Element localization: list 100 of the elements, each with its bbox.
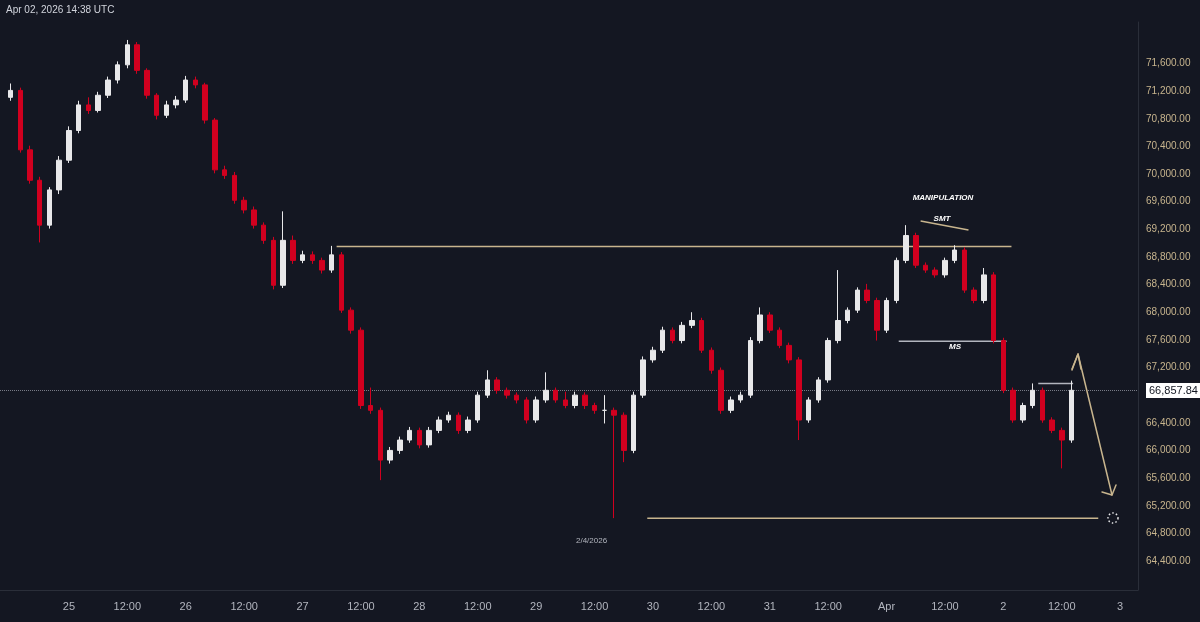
x-tick-label: 27 (296, 599, 309, 612)
candlestick (728, 396, 734, 414)
candlestick (738, 391, 743, 404)
candlestick (679, 321, 685, 344)
candlestick (650, 346, 656, 364)
candlestick (524, 396, 529, 424)
candlestick (806, 396, 811, 424)
candlestick (95, 91, 101, 114)
candlestick (456, 411, 461, 435)
candlestick (56, 155, 62, 195)
candlestick (134, 41, 140, 75)
candlestick (825, 337, 831, 384)
candlestick (942, 257, 948, 279)
candlestick (504, 387, 510, 400)
candlestick (319, 257, 325, 275)
candlestick (475, 391, 480, 424)
candlestick (1010, 387, 1016, 424)
candlestick (835, 269, 841, 344)
y-tick-label: 65,600.00 (1146, 471, 1191, 483)
candlestick (884, 297, 889, 334)
candlestick (426, 426, 432, 449)
candlestick (407, 426, 412, 444)
candlestick (202, 82, 208, 125)
candlestick (855, 286, 860, 314)
candlestick (1020, 402, 1026, 424)
candlestick (348, 306, 354, 335)
x-tick-label: 25 (62, 599, 76, 612)
candlestick (913, 232, 919, 269)
y-tick-label: 64,400.00 (1146, 554, 1191, 566)
candlestick (777, 326, 782, 349)
annotation: SMT (933, 213, 951, 223)
candlestick (358, 326, 364, 410)
annotation: MANIPULATION (912, 192, 974, 202)
y-tick-label: 64,800.00 (1146, 527, 1191, 539)
y-tick-label: 67,200.00 (1146, 361, 1191, 373)
candlestick (514, 391, 519, 404)
candlestick (387, 446, 393, 465)
candlestick (582, 391, 588, 410)
candlestick (125, 39, 130, 69)
candlestick (173, 95, 179, 109)
candlestick (894, 257, 899, 304)
candlestick (193, 76, 198, 89)
candlestick (47, 186, 52, 230)
candlestick (543, 371, 549, 404)
candlestick (232, 171, 237, 205)
candlestick (465, 416, 471, 434)
candlestick (436, 416, 442, 434)
x-tick-label: 12:00 (1047, 599, 1076, 612)
candlestick (154, 92, 159, 120)
candlestick (1059, 427, 1065, 469)
candlestick (786, 342, 792, 364)
candlestick (923, 261, 928, 274)
candlestick (981, 267, 987, 304)
candlestick (592, 402, 597, 415)
x-tick-label: 12:00 (814, 599, 842, 612)
candlestick (670, 326, 675, 344)
y-tick-label: 71,600.00 (1146, 57, 1191, 69)
candlestick (417, 427, 422, 449)
candlestick (261, 221, 266, 245)
y-tick-label: 66,000.00 (1146, 444, 1191, 456)
candlestick (971, 286, 977, 304)
candlestick (8, 83, 13, 102)
candlestick (932, 266, 938, 279)
y-tick-label: 68,000.00 (1146, 306, 1191, 318)
candlestick (368, 387, 373, 415)
candlestick (748, 336, 753, 399)
candlestick (631, 391, 636, 454)
candlestick (27, 145, 33, 185)
y-tick-label: 68,800.00 (1146, 250, 1191, 262)
candlestick (144, 67, 150, 100)
candlestick (329, 245, 334, 274)
candlestick (796, 356, 802, 441)
x-tick-label: Apr (877, 599, 896, 612)
candlestick (310, 250, 315, 265)
candlestick (864, 283, 870, 304)
candlestick (816, 376, 821, 404)
annotation: 2/4/2026 (576, 536, 608, 545)
y-tick-label: 70,800.00 (1146, 112, 1191, 124)
annotation: MS (949, 341, 961, 351)
x-tick-label: 2 (1000, 599, 1007, 612)
candlestick (709, 346, 714, 375)
candlestick (280, 210, 286, 289)
candlestick (952, 244, 957, 264)
candlestick (251, 206, 257, 230)
x-tick-label: 28 (413, 599, 426, 612)
candlestick (183, 75, 188, 104)
candlestick (105, 76, 111, 99)
candlestick (397, 436, 403, 455)
candlestick (378, 407, 383, 481)
candlestick (874, 297, 880, 342)
candlestick (553, 387, 558, 404)
x-tick-label: 12:00 (113, 599, 142, 612)
candlestick (1049, 416, 1055, 434)
candlestick (37, 176, 42, 243)
candlestick (76, 100, 81, 134)
candlestick (1001, 337, 1006, 394)
candlestick (212, 117, 218, 174)
x-tick-label: 30 (646, 599, 660, 612)
candlestick (86, 96, 91, 115)
candlestick (718, 367, 724, 415)
